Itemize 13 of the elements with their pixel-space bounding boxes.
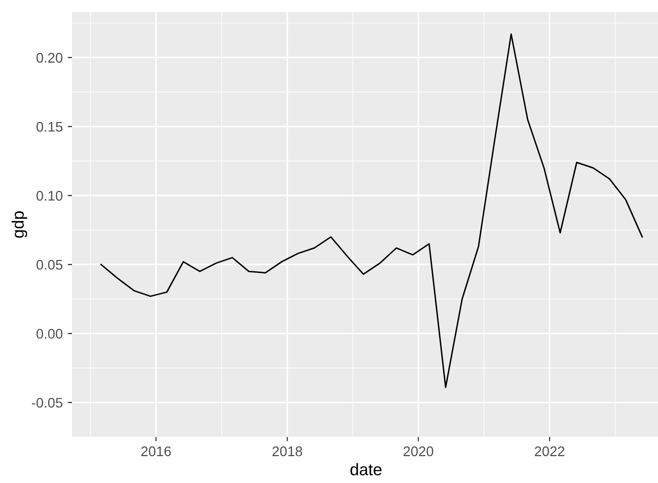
x-tick-label: 2022 xyxy=(534,446,564,456)
y-axis-title: gdp xyxy=(12,211,28,238)
line-series xyxy=(100,33,643,388)
x-tick-label: 2016 xyxy=(141,446,171,456)
x-tick-label: 2018 xyxy=(272,446,302,456)
y-tick-label: 0.00 xyxy=(36,328,62,339)
y-tick-label: 0.10 xyxy=(36,190,62,201)
x-axis-title: date xyxy=(350,463,382,476)
y-tick-label: -0.05 xyxy=(32,398,62,408)
y-tick-label: 0.20 xyxy=(36,52,62,63)
x-tick-label: 2020 xyxy=(404,446,434,456)
y-tick-label: 0.15 xyxy=(36,122,62,132)
y-tick-label: 0.05 xyxy=(36,260,62,270)
